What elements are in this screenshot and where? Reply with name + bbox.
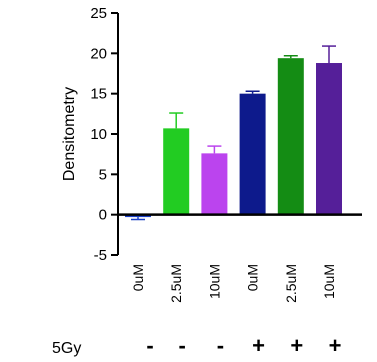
y-tick-label: 20 (90, 45, 107, 62)
bar (163, 128, 190, 215)
category-label: 2.5uM (283, 264, 299, 303)
y-axis-title: Densitometry (61, 87, 78, 181)
y-tick-label: 15 (90, 86, 107, 103)
bar (201, 153, 228, 215)
condition-row: 5Gy - - - + + + (52, 333, 341, 358)
y-tick-label: -5 (94, 247, 107, 264)
bar (277, 58, 304, 215)
y-tick-label: 5 (99, 166, 107, 183)
y-tick-label: 0 (99, 207, 107, 224)
condition-sign: + (252, 333, 265, 358)
category-label: 10uM (321, 264, 337, 299)
category-label: 0uM (245, 264, 261, 291)
condition-sign: - (217, 333, 224, 358)
condition-sign: - (179, 333, 186, 358)
bar (239, 93, 266, 215)
category-label: 2.5uM (168, 264, 184, 303)
bar (316, 63, 342, 215)
error-bars (131, 45, 336, 221)
y-tick-label: 10 (90, 126, 107, 143)
category-labels: 0uM 2.5uM 10uM 0uM 2.5uM 10uM (130, 264, 337, 303)
category-label: 0uM (130, 264, 146, 291)
y-tick-label: 25 (90, 5, 107, 22)
condition-sign: + (329, 333, 342, 358)
y-axis: -5 0 5 10 15 20 25 (90, 5, 119, 264)
condition-sign: - (146, 333, 153, 358)
category-label: 10uM (206, 264, 222, 299)
bars (125, 58, 342, 218)
condition-sign: + (290, 333, 303, 358)
condition-label: 5Gy (52, 340, 81, 357)
